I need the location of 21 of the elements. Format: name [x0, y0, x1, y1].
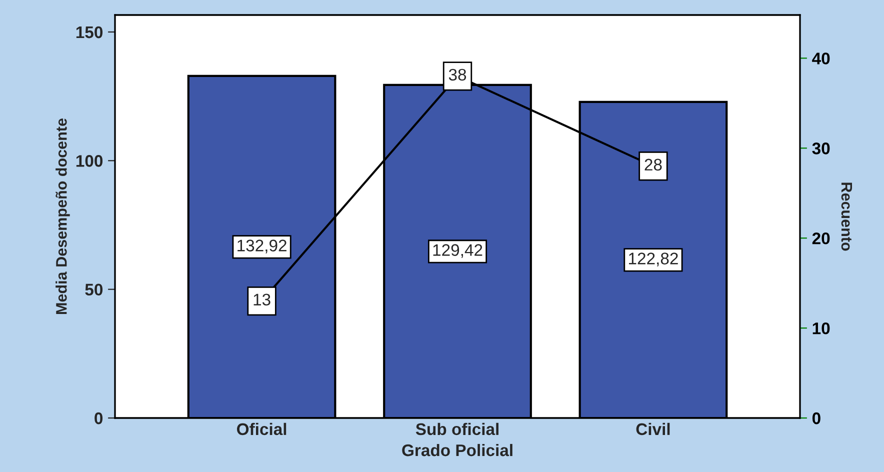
y2-axis-title: Recuento [841, 182, 852, 251]
data-label: 28 [644, 158, 662, 171]
y2-tick-label: 10 [812, 322, 830, 334]
data-label: 38 [448, 68, 466, 81]
data-label: 122,82 [629, 252, 678, 266]
data-label: 13 [254, 294, 270, 306]
x-tick-label: Civil [636, 422, 670, 436]
y2-tick-label: 40 [812, 52, 830, 64]
y2-tick-label: 30 [812, 142, 830, 154]
y-tick-label: 100 [76, 155, 103, 167]
y-tick-label: 50 [85, 284, 103, 296]
x-axis-title: Grado Policial [402, 444, 512, 456]
y2-tick-label: 0 [812, 412, 820, 424]
data-label: 132,92 [238, 240, 286, 254]
y-axis-title: Media Desempeño docente [56, 118, 70, 314]
y2-tick-label: 20 [812, 232, 830, 244]
x-tick-label: Oficial [237, 422, 286, 436]
x-tick-label: Sub oficial [416, 422, 498, 436]
y-tick-label: 0 [94, 412, 103, 424]
data-label: 129,42 [433, 244, 482, 258]
y-tick-label: 150 [76, 26, 103, 38]
